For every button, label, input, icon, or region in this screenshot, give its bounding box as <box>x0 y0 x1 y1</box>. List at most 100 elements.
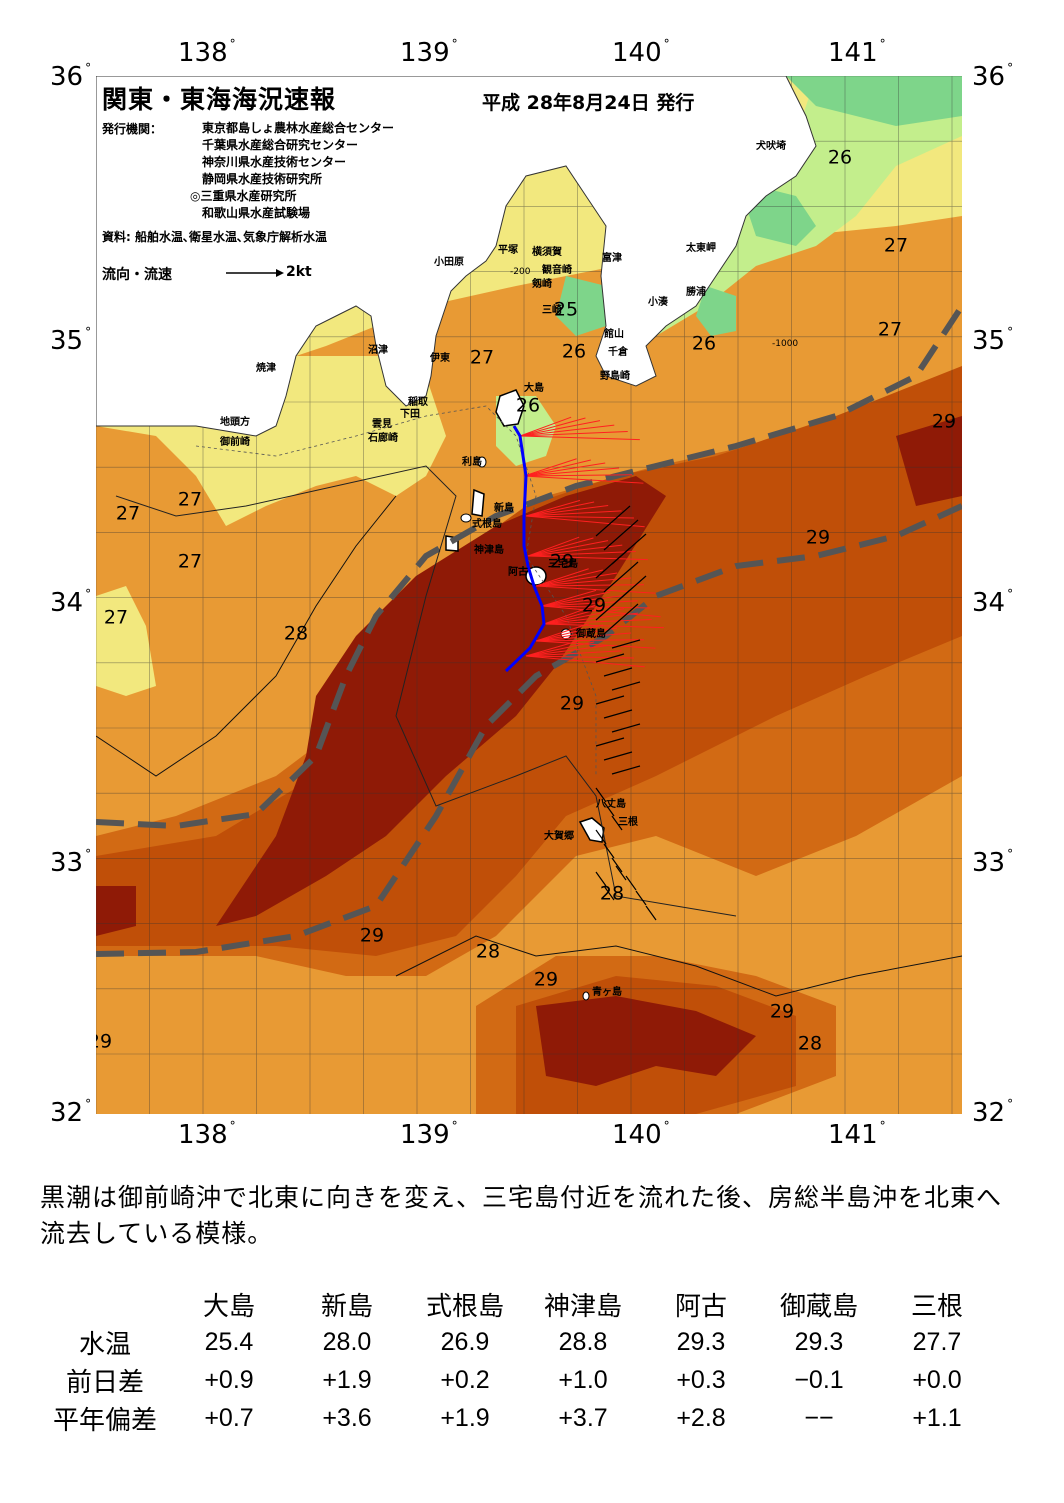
temp-label: 25 <box>553 298 579 321</box>
temp-contour-28 <box>96 495 397 777</box>
current-vector-black <box>603 885 615 901</box>
table-cell: +1.9 <box>322 1365 372 1394</box>
current-vector-red <box>523 467 620 477</box>
table-corner <box>40 1285 170 1323</box>
table-cell: +3.7 <box>558 1403 608 1432</box>
place-hachijojima: 八丈島 <box>596 799 626 810</box>
publisher-item: 千葉県水産総合研究センター <box>202 138 359 152</box>
table-col-header: 大島 <box>202 1291 255 1322</box>
table-cell: +0.9 <box>204 1365 254 1394</box>
current-vector-red <box>543 605 610 625</box>
current-vector-red <box>525 655 645 668</box>
current-vector-black <box>595 589 631 621</box>
current-vector-red <box>525 644 609 657</box>
table-row: 水温 25.4 28.0 26.9 28.8 29.3 29.3 27.7 <box>40 1323 996 1361</box>
place-chikura: 千倉 <box>608 347 628 358</box>
current-vector-black <box>603 603 639 635</box>
place-niijima: 新島 <box>494 503 514 514</box>
sea-temperature-map: 関東・東海海況速報 平成 28年8月24日 発行 発行機関： 東京都島しょ農林水… <box>96 76 962 1114</box>
current-vector-black <box>611 815 623 831</box>
place-shikinejima: 式根島 <box>472 519 502 530</box>
current-vector-red <box>523 459 591 477</box>
lon-tick-140-top: 140 ° <box>612 37 670 68</box>
current-vector-red <box>527 536 580 557</box>
current-vector-red <box>527 544 623 557</box>
current-vector-black <box>603 751 633 761</box>
issue-date: 平成 28年8月24日 発行 <box>482 92 695 114</box>
current-vector-red <box>543 604 596 625</box>
island-oshima <box>495 389 525 427</box>
table-row-header: 平年偏差 <box>52 1405 157 1436</box>
depth-label: -200 <box>510 267 531 277</box>
place-kannonzaki: 観音崎 <box>542 265 572 276</box>
temp-label: 29 <box>559 692 585 715</box>
temp-label: 29 <box>581 594 607 617</box>
place-misaki: 三崎 <box>542 305 562 316</box>
place-inatori: 稲取 <box>408 397 428 408</box>
place-ito: 伊東 <box>430 353 450 364</box>
place-shimoda: 下田 <box>400 409 420 420</box>
lat-tick-35-right: 35 ° <box>972 325 1014 356</box>
table-col-header: 式根島 <box>425 1291 504 1322</box>
current-vector-red <box>525 504 609 517</box>
place-omaezaki: 御前崎 <box>220 437 250 448</box>
lat-tick-35-left: 35 ° <box>50 325 92 356</box>
table-col-header: 三根 <box>910 1291 963 1322</box>
island-niijima <box>471 488 485 517</box>
current-vector-red <box>535 585 656 594</box>
current-vector-black <box>595 787 607 803</box>
place-yaizu: 焼津 <box>256 363 276 374</box>
lat-tick-34-right: 34 ° <box>972 587 1014 618</box>
place-mikurajima: 御蔵島 <box>576 629 606 640</box>
publisher-item: 和歌山県水産試験場 <box>202 206 311 220</box>
place-futtsu: 富津 <box>602 253 622 264</box>
lat-tick-34-left: 34 ° <box>50 587 92 618</box>
current-vector-red <box>519 430 628 437</box>
ship-track <box>504 425 546 673</box>
table-cell: +0.7 <box>204 1403 254 1432</box>
current-vector-red <box>527 550 636 557</box>
current-vector-red <box>525 510 622 517</box>
table-cell: +0.0 <box>912 1365 962 1394</box>
current-vector-red <box>541 605 650 609</box>
current-vector-red <box>541 589 597 607</box>
temp-label: 29 <box>359 924 385 947</box>
lon-tick-139-top: 139 ° <box>400 37 458 68</box>
place-katsuura: 勝浦 <box>686 287 706 298</box>
current-vector-red <box>535 632 632 642</box>
table-cell: 28.0 <box>322 1327 372 1356</box>
table-cell: −0.1 <box>794 1365 844 1394</box>
current-vector-black <box>603 843 615 859</box>
current-vector-red <box>525 501 595 517</box>
current-vector-red <box>525 639 581 657</box>
current-vector-black <box>595 695 625 705</box>
current-vector-black <box>603 519 639 551</box>
place-ako: 阿古 <box>508 567 528 578</box>
current-vector-red <box>535 627 618 642</box>
table-cell: −− <box>804 1403 834 1432</box>
publisher-item: ◎三重県水産研究所 <box>190 189 297 203</box>
table-cell: +1.1 <box>912 1403 962 1432</box>
current-vector-red <box>519 417 586 437</box>
lon-tick-141-top: 141 ° <box>828 37 886 68</box>
current-vector-red <box>535 584 644 587</box>
current-vector-black <box>625 875 637 891</box>
current-vector-red <box>525 650 622 657</box>
current-vector-red <box>519 424 615 437</box>
island-aogashima <box>582 991 590 1001</box>
isobath-1000 <box>115 465 737 917</box>
flow-scale-arrowhead <box>276 269 284 277</box>
temp-label: 29 <box>96 1030 113 1053</box>
current-vector-black <box>611 723 641 733</box>
current-vector-red <box>535 639 644 642</box>
temp-label: 28 <box>283 622 309 645</box>
lon-tick-141-bottom: 141 ° <box>828 1119 886 1150</box>
current-vector-red <box>541 591 611 607</box>
table-header-row: 大島 新島 式根島 神津島 阿古 御蔵島 三根 <box>40 1285 996 1323</box>
land-honshu <box>96 76 817 437</box>
table-cell: 29.3 <box>676 1327 726 1356</box>
current-vector-red <box>525 515 645 528</box>
island-toshima <box>477 456 487 468</box>
current-vector-red <box>525 641 595 657</box>
table-cell: +1.0 <box>558 1365 608 1394</box>
